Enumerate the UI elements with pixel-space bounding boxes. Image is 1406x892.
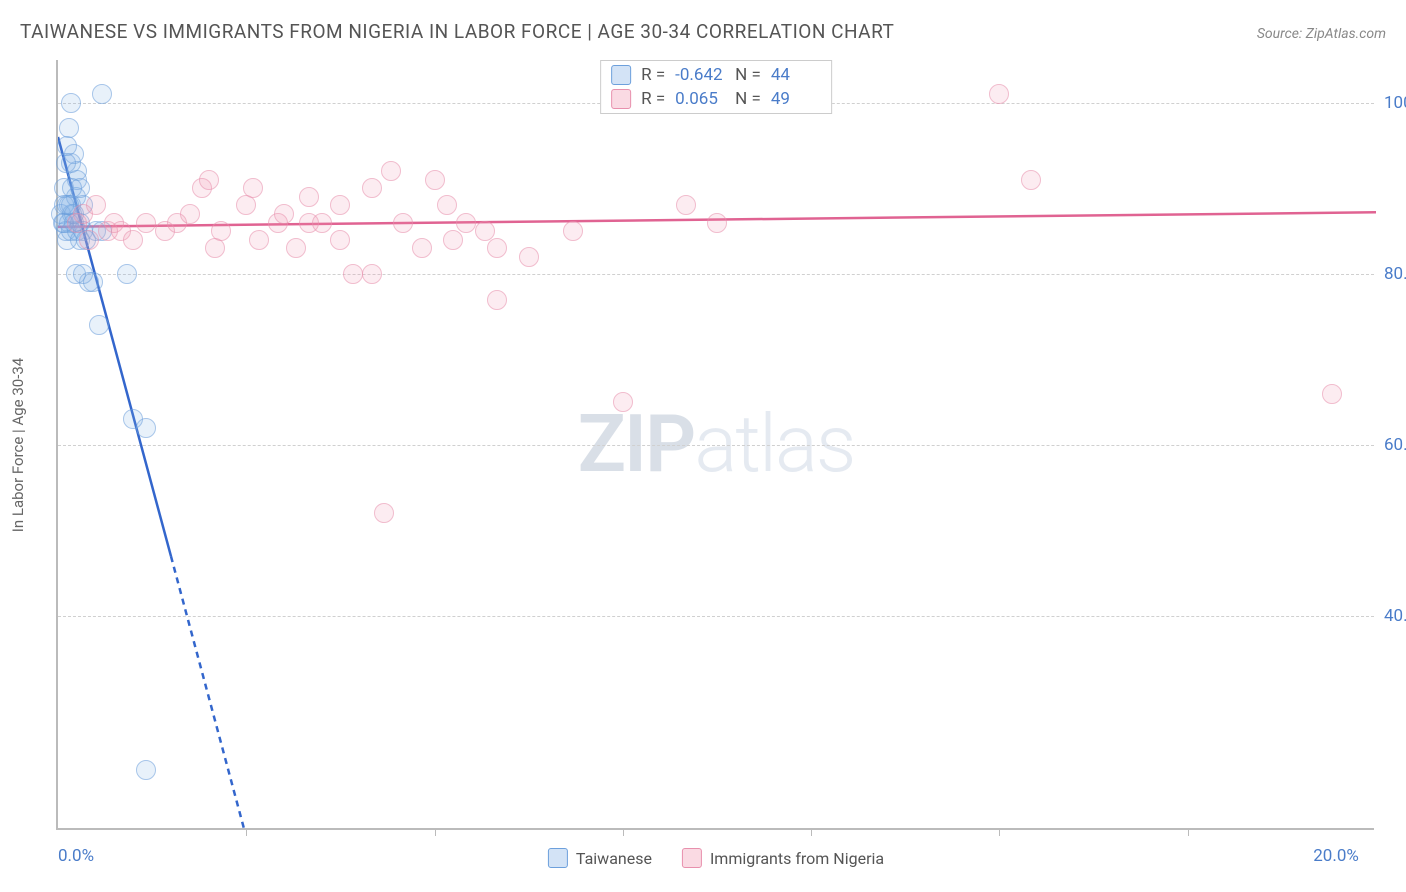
scatter-marker (299, 187, 319, 207)
legend-bottom: Taiwanese Immigrants from Nigeria (548, 848, 884, 868)
watermark-prefix: ZIP (578, 397, 695, 491)
x-tick-label: 20.0% (1313, 846, 1359, 866)
x-tick-label-origin: 0.0% (58, 846, 94, 866)
x-tick (811, 828, 812, 836)
scatter-marker (989, 84, 1009, 104)
gridline-h (58, 616, 1374, 617)
header: TAIWANESE VS IMMIGRANTS FROM NIGERIA IN … (20, 20, 1386, 43)
scatter-marker (443, 230, 463, 250)
scatter-marker (613, 392, 633, 412)
scatter-marker (487, 238, 507, 258)
stat-N-value: 44 (771, 65, 821, 85)
y-tick-label: 80.0% (1384, 264, 1406, 284)
scatter-marker (86, 195, 106, 215)
gridline-h (58, 274, 1374, 275)
scatter-marker (89, 315, 109, 335)
x-tick (246, 828, 247, 836)
stat-N-label: N = (735, 65, 761, 85)
scatter-marker (211, 221, 231, 241)
scatter-marker (73, 264, 93, 284)
stat-R-label: R = (641, 89, 665, 109)
scatter-marker (330, 230, 350, 250)
scatter-marker (362, 264, 382, 284)
scatter-marker (56, 153, 76, 173)
scatter-marker (123, 409, 143, 429)
scatter-marker (475, 221, 495, 241)
stat-R-value: 0.065 (675, 89, 725, 109)
scatter-marker (274, 204, 294, 224)
stat-N-label: N = (735, 89, 761, 109)
scatter-marker (180, 204, 200, 224)
scatter-marker (381, 161, 401, 181)
chart-area: ZIPatlas R = -0.642 N = 44 R = 0.065 N =… (56, 60, 1374, 830)
scatter-marker (343, 264, 363, 284)
source-label: Source: ZipAtlas.com (1257, 26, 1386, 42)
scatter-marker (362, 178, 382, 198)
scatter-marker (393, 213, 413, 233)
scatter-marker (425, 170, 445, 190)
scatter-marker (412, 238, 432, 258)
scatter-marker (676, 195, 696, 215)
swatch-icon (611, 89, 631, 109)
y-tick-label: 100.0% (1384, 93, 1406, 113)
gridline-h (58, 445, 1374, 446)
stat-N-value: 49 (771, 89, 821, 109)
y-tick-label: 40.0% (1384, 606, 1406, 626)
scatter-marker (1322, 384, 1342, 404)
legend-label: Taiwanese (576, 849, 652, 868)
scatter-marker (79, 230, 99, 250)
scatter-marker (61, 93, 81, 113)
swatch-icon (682, 848, 702, 868)
scatter-marker (136, 213, 156, 233)
scatter-marker (286, 238, 306, 258)
y-axis-label: In Labor Force | Age 30-34 (9, 358, 27, 532)
scatter-marker (117, 264, 137, 284)
scatter-marker (243, 178, 263, 198)
scatter-marker (123, 230, 143, 250)
scatter-marker (374, 503, 394, 523)
x-tick (999, 828, 1000, 836)
scatter-marker (205, 238, 225, 258)
legend-item-1: Taiwanese (548, 848, 652, 868)
plot-region: ZIPatlas R = -0.642 N = 44 R = 0.065 N =… (56, 60, 1374, 830)
swatch-icon (611, 65, 631, 85)
legend-label: Immigrants from Nigeria (710, 849, 884, 868)
scatter-marker (487, 290, 507, 310)
scatter-marker (519, 247, 539, 267)
chart-title: TAIWANESE VS IMMIGRANTS FROM NIGERIA IN … (20, 20, 894, 43)
scatter-marker (92, 84, 112, 104)
scatter-marker (199, 170, 219, 190)
scatter-marker (456, 213, 476, 233)
stat-R-value: -0.642 (675, 65, 725, 85)
legend-stats-box: R = -0.642 N = 44 R = 0.065 N = 49 (600, 60, 832, 114)
scatter-marker (249, 230, 269, 250)
watermark-suffix: atlas (694, 397, 854, 491)
scatter-marker (330, 195, 350, 215)
swatch-icon (548, 848, 568, 868)
x-tick (1188, 828, 1189, 836)
scatter-marker (563, 221, 583, 241)
scatter-marker (236, 195, 256, 215)
legend-item-2: Immigrants from Nigeria (682, 848, 884, 868)
x-tick (435, 828, 436, 836)
scatter-marker (707, 213, 727, 233)
scatter-marker (1021, 170, 1041, 190)
scatter-marker (136, 760, 156, 780)
scatter-marker (437, 195, 457, 215)
scatter-marker (312, 213, 332, 233)
y-tick-label: 60.0% (1384, 435, 1406, 455)
stat-R-label: R = (641, 65, 665, 85)
x-tick (623, 828, 624, 836)
legend-stats-row-1: R = -0.642 N = 44 (611, 63, 821, 87)
legend-stats-row-2: R = 0.065 N = 49 (611, 87, 821, 111)
